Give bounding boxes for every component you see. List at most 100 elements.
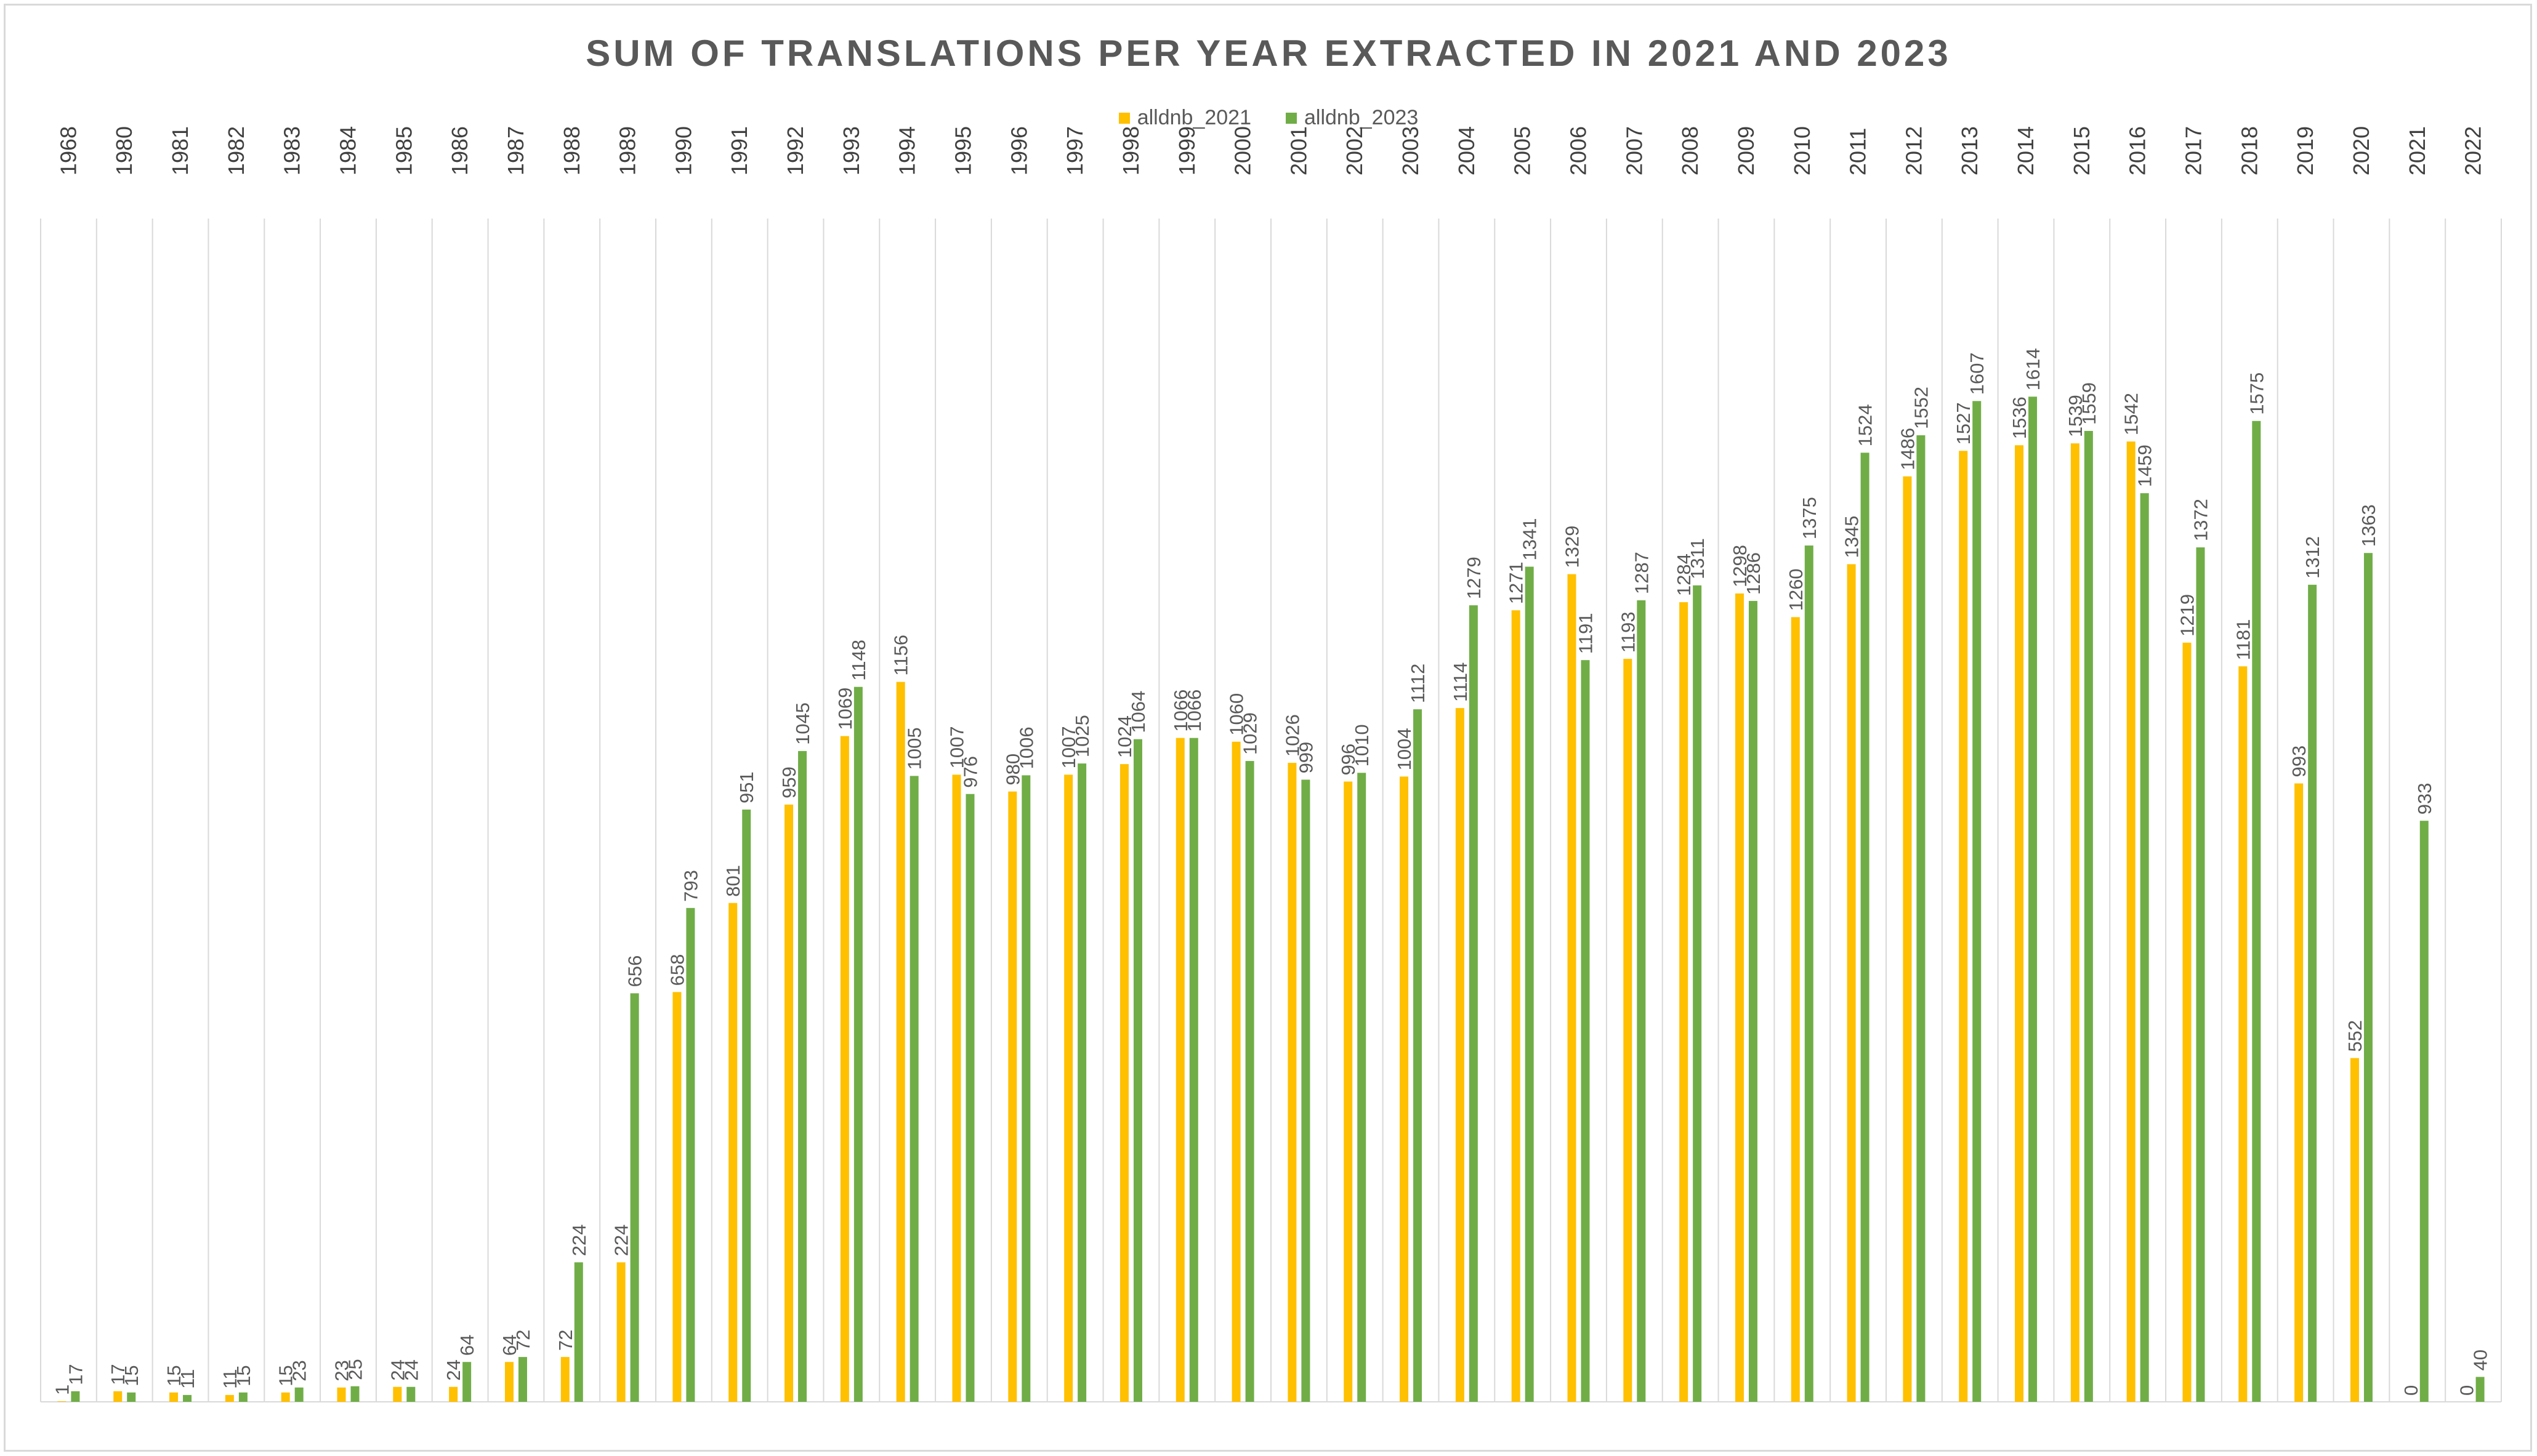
bar-alldnb_2023-1997 xyxy=(1078,763,1087,1402)
x-tick-label: 2021 xyxy=(2405,126,2430,175)
bar-alldnb_2023-2019 xyxy=(2308,584,2317,1402)
data-label: 1363 xyxy=(2358,504,2379,547)
bar-alldnb_2021-1998 xyxy=(1119,764,1129,1402)
data-label: 1191 xyxy=(1575,613,1597,654)
data-label: 656 xyxy=(624,955,646,987)
data-label: 980 xyxy=(1002,754,1023,786)
bar-alldnb_2023-2018 xyxy=(2252,420,2261,1402)
data-label: 996 xyxy=(1337,744,1359,776)
data-label: 1341 xyxy=(1519,518,1541,561)
bar-alldnb_2023-2012 xyxy=(1916,435,1926,1402)
data-label: 15 xyxy=(121,1365,142,1386)
data-label: 1607 xyxy=(1966,352,1988,395)
data-label: 24 xyxy=(400,1359,422,1380)
data-label: 1029 xyxy=(1240,712,1261,755)
bar-alldnb_2021-1990 xyxy=(672,992,682,1402)
bar-alldnb_2023-1968 xyxy=(71,1391,80,1402)
data-label: 0 xyxy=(2400,1385,2422,1396)
bar-alldnb_2023-1990 xyxy=(686,907,695,1402)
bar-alldnb_2021-1983 xyxy=(281,1392,290,1402)
data-label: 1279 xyxy=(1463,557,1485,599)
data-label: 1312 xyxy=(2302,536,2323,579)
bar-alldnb_2021-2018 xyxy=(2238,666,2248,1402)
bar-alldnb_2021-1999 xyxy=(1176,738,1185,1402)
data-label: 15 xyxy=(163,1365,185,1386)
x-tick-label: 1994 xyxy=(895,126,920,175)
bar-alldnb_2021-1989 xyxy=(616,1262,626,1402)
x-tick-label: 2014 xyxy=(2013,126,2038,175)
bar-alldnb_2023-1986 xyxy=(462,1362,472,1402)
x-tick-label: 2003 xyxy=(1398,126,1423,175)
bar-alldnb_2021-1980 xyxy=(113,1391,123,1402)
data-label: 24 xyxy=(443,1359,464,1380)
data-label: 224 xyxy=(568,1225,590,1257)
bar-alldnb_2023-1983 xyxy=(294,1387,304,1402)
bar-alldnb_2023-1984 xyxy=(350,1386,360,1402)
data-label: 72 xyxy=(512,1330,534,1351)
data-label: 1064 xyxy=(1127,691,1149,733)
data-label: 1552 xyxy=(1910,387,1932,429)
bar-alldnb_2021-2014 xyxy=(2015,445,2024,1402)
data-label: 793 xyxy=(680,870,701,902)
data-label: 1026 xyxy=(1281,714,1303,757)
x-tick-label: 1993 xyxy=(839,126,864,175)
bar-alldnb_2023-1993 xyxy=(853,686,863,1402)
legend-label-2021: alldnb_2021 xyxy=(1137,106,1251,129)
data-label: 15 xyxy=(233,1365,254,1386)
bar-alldnb_2021-2006 xyxy=(1567,574,1576,1402)
x-tick-label: 2009 xyxy=(1733,126,1759,175)
x-tick-label: 1999 xyxy=(1174,126,1200,175)
x-tick-label: 1996 xyxy=(1006,126,1031,175)
bar-alldnb_2023-2014 xyxy=(2028,396,2038,1402)
x-tick-label: 2002 xyxy=(1342,126,1367,175)
data-label: 1575 xyxy=(2246,372,2267,415)
data-label: 1559 xyxy=(2078,382,2100,425)
x-tick-label: 1992 xyxy=(783,126,808,175)
data-label: 1114 xyxy=(1450,662,1471,702)
bar-alldnb_2021-1968 xyxy=(57,1401,67,1402)
data-label: 1006 xyxy=(1015,726,1037,769)
data-label: 1345 xyxy=(1841,515,1863,558)
bar-alldnb_2021-1982 xyxy=(225,1394,234,1402)
data-label: 1614 xyxy=(2022,348,2044,390)
bar-alldnb_2023-2001 xyxy=(1301,779,1310,1402)
bar-alldnb_2023-2017 xyxy=(2196,547,2205,1402)
data-label: 1069 xyxy=(834,688,856,730)
data-label: 658 xyxy=(666,954,688,986)
x-tick-label: 2018 xyxy=(2237,126,2262,175)
bar-alldnb_2021-2015 xyxy=(2070,443,2079,1402)
bar-alldnb_2021-2007 xyxy=(1623,659,1632,1402)
data-label: 1024 xyxy=(1114,715,1135,758)
data-label: 11 xyxy=(177,1369,198,1389)
data-label: 999 xyxy=(1295,742,1317,774)
chart-frame xyxy=(4,4,2532,1452)
data-label: 993 xyxy=(2288,746,2310,778)
x-tick-label: 1981 xyxy=(167,126,193,175)
x-tick-label: 1968 xyxy=(55,126,81,175)
data-label: 959 xyxy=(778,766,800,798)
bar-alldnb_2021-2003 xyxy=(1400,776,1409,1402)
data-label: 1 xyxy=(51,1385,73,1395)
bar-alldnb_2023-2004 xyxy=(1469,605,1478,1402)
bar-alldnb_2023-2011 xyxy=(1860,452,1869,1402)
bar-alldnb_2021-2019 xyxy=(2294,783,2304,1402)
data-label: 976 xyxy=(960,756,982,788)
data-label: 17 xyxy=(65,1364,86,1385)
data-label: 1066 xyxy=(1170,690,1192,732)
data-label: 801 xyxy=(722,865,744,897)
bar-alldnb_2021-1981 xyxy=(169,1392,179,1402)
bar-alldnb_2023-1981 xyxy=(183,1394,192,1402)
bar-alldnb_2021-1985 xyxy=(393,1386,402,1402)
bar-alldnb_2021-2001 xyxy=(1288,763,1297,1402)
bar-alldnb_2023-2006 xyxy=(1581,660,1590,1402)
data-label: 1193 xyxy=(1617,612,1639,653)
x-tick-label: 1984 xyxy=(336,126,361,175)
chart-title: SUM OF TRANSLATIONS PER YEAR EXTRACTED I… xyxy=(586,33,1951,74)
bar-alldnb_2021-1992 xyxy=(784,804,794,1402)
data-label: 1005 xyxy=(904,727,926,770)
x-tick-label: 1986 xyxy=(447,126,472,175)
x-tick-label: 1991 xyxy=(727,126,752,175)
bar-alldnb_2021-1984 xyxy=(337,1387,346,1402)
data-label: 1311 xyxy=(1687,538,1708,579)
data-label: 1181 xyxy=(2232,619,2254,661)
